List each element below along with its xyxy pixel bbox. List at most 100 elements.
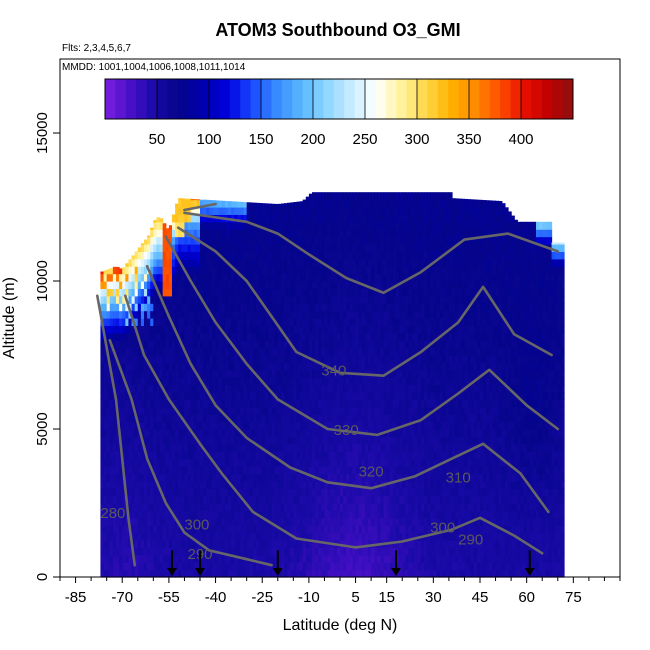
curtain-cell	[109, 429, 114, 437]
curtain-cell	[168, 443, 173, 452]
curtain-cell	[293, 517, 298, 526]
curtain-cell	[196, 325, 201, 334]
curtain-cell	[150, 532, 154, 541]
curtain-cell	[249, 273, 254, 282]
curtain-cell	[147, 258, 151, 267]
curtain-cell	[212, 369, 217, 378]
curtain-cell	[259, 214, 263, 223]
curtain-cell	[274, 266, 279, 275]
curtain-cell	[125, 377, 130, 386]
curtain-cell	[402, 540, 406, 548]
curtain-cell	[153, 221, 158, 230]
curtain-cell	[296, 473, 301, 482]
curtain-cell	[215, 332, 220, 341]
curtain-cell	[159, 554, 164, 563]
curtain-cell	[125, 532, 130, 541]
curtain-cell	[203, 369, 207, 378]
curtain-cell	[256, 384, 260, 393]
curtain-cell	[259, 554, 263, 563]
curtain-cell	[218, 281, 223, 289]
curtain-cell	[240, 569, 245, 578]
curtain-cell	[119, 325, 123, 334]
curtain-cell	[312, 480, 316, 489]
curtain-cell	[168, 451, 173, 460]
curtain-cell	[399, 281, 403, 289]
curtain-cell	[234, 273, 238, 282]
curtain-cell	[265, 569, 270, 578]
curtain-cell	[389, 229, 394, 238]
curtain-cell	[315, 236, 319, 245]
curtain-cell	[321, 199, 326, 208]
curtain-cell	[203, 540, 207, 548]
curtain-cell	[128, 429, 133, 437]
curtain-cell	[140, 562, 145, 571]
curtain-cell	[103, 399, 108, 408]
curtain-cell	[140, 310, 145, 319]
curtain-cell	[265, 310, 270, 319]
curtain-cell	[246, 540, 251, 548]
curtain-cell	[103, 377, 108, 386]
curtain-cell	[172, 214, 176, 223]
curtain-cell	[175, 281, 179, 289]
curtain-cell	[109, 318, 114, 326]
curtain-cell	[374, 414, 378, 423]
curtain-cell	[349, 229, 354, 238]
curtain-cell	[259, 332, 263, 341]
curtain-cell	[150, 310, 154, 319]
curtain-cell	[106, 503, 111, 511]
curtain-cell	[203, 466, 207, 474]
curtain-cell	[147, 532, 151, 541]
curtain-cell	[364, 399, 369, 408]
curtain-cell	[234, 332, 238, 341]
curtain-cell	[280, 392, 285, 400]
curtain-cell	[259, 229, 263, 238]
curtain-cell	[389, 488, 394, 497]
curtain-cell	[246, 569, 251, 578]
curtain-cell	[187, 318, 192, 326]
curtain-cell	[249, 503, 254, 511]
curtain-cell	[140, 273, 145, 282]
curtain-cell	[178, 377, 182, 386]
curtain-cell	[374, 429, 378, 437]
curtain-cell	[190, 229, 195, 238]
curtain-cell	[168, 251, 173, 260]
curtain-cell	[190, 325, 195, 334]
curtain-cell	[212, 347, 217, 356]
curtain-cell	[119, 517, 123, 526]
curtain-cell	[103, 384, 108, 393]
curtain-cell	[181, 332, 186, 341]
curtain-cell	[231, 473, 235, 482]
curtain-cell	[280, 203, 285, 208]
curtain-cell	[234, 281, 238, 289]
curtain-cell	[228, 473, 232, 482]
curtain-cell	[187, 510, 192, 519]
curtain-cell	[277, 251, 282, 260]
curtain-cell	[346, 525, 350, 534]
curtain-cell	[343, 384, 347, 393]
curtain-cell	[265, 221, 270, 230]
curtain-cell	[103, 436, 108, 445]
curtain-cell	[119, 554, 123, 563]
curtain-cell	[159, 503, 164, 511]
curtain-cell	[215, 221, 220, 230]
curtain-cell	[128, 436, 133, 445]
curtain-cell	[262, 203, 266, 208]
curtain-cell	[109, 414, 114, 423]
curtain-cell	[293, 236, 298, 245]
curtain-cell	[324, 369, 329, 378]
curtain-cell	[333, 429, 338, 437]
curtain-cell	[280, 244, 285, 252]
curtain-cell	[349, 303, 354, 312]
curtain-cell	[159, 480, 164, 489]
curtain-cell	[402, 318, 406, 326]
curtain-cell	[386, 258, 391, 267]
curtain-cell	[252, 517, 257, 526]
curtain-cell	[153, 251, 158, 260]
curtain-cell	[380, 503, 385, 511]
curtain-cell	[122, 384, 126, 393]
curtain-cell	[193, 258, 198, 267]
curtain-cell	[243, 369, 248, 378]
curtain-cell	[212, 503, 217, 511]
curtain-cell	[355, 303, 360, 312]
curtain-cell	[116, 288, 120, 297]
